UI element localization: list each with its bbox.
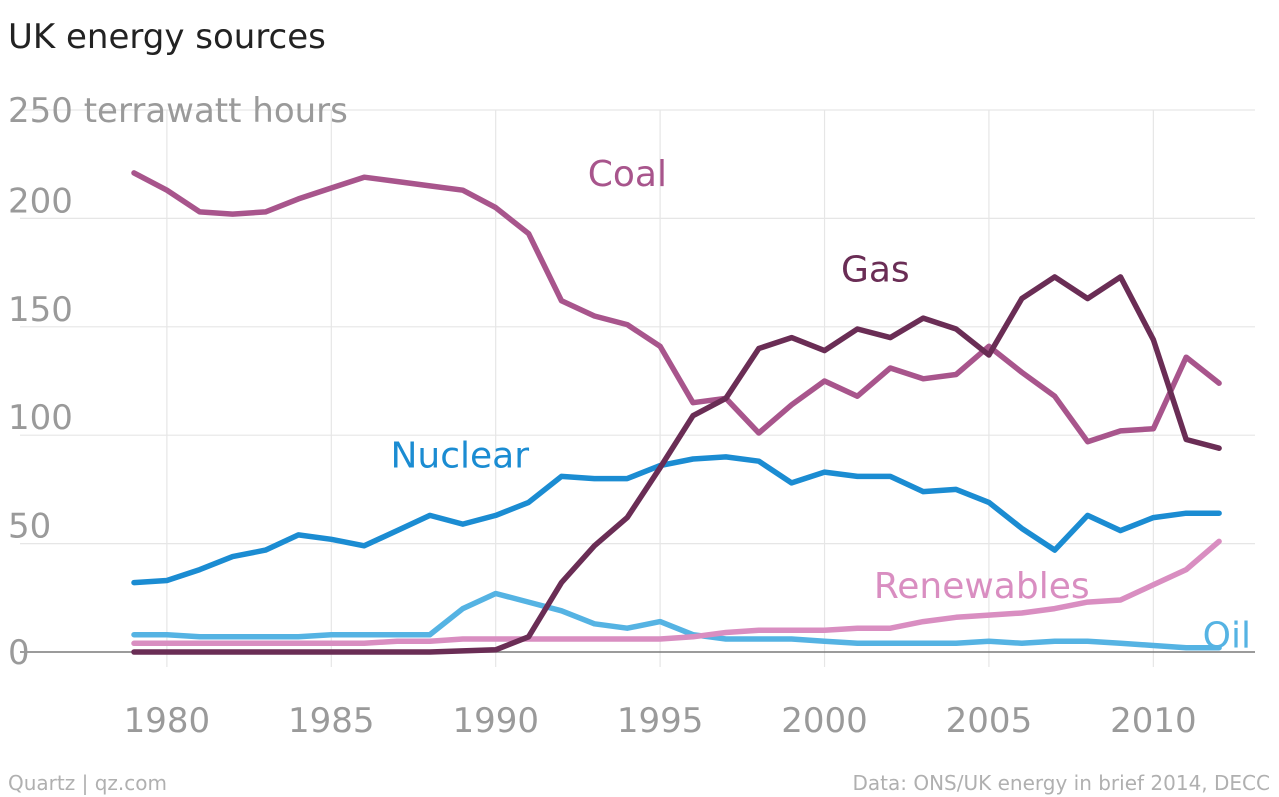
x-tick-label-1990: 1990 [452,701,539,741]
series-line-renewables [131,538,1222,647]
series-label-renewables: Renewables [874,566,1090,607]
y-tick-label-50: 50 [8,507,51,547]
footer-source-right: Data: ONS/UK energy in brief 2014, DECC [853,771,1271,795]
x-tick-label-2010: 2010 [1110,701,1197,741]
x-tick-label-1980: 1980 [124,701,211,741]
series-line-gas [131,274,1222,655]
series-label-coal: Coal [588,154,667,195]
y-axis-unit-label: terrawatt hours [73,91,348,131]
series-line-oil [131,590,1222,651]
y-axis: 0 50 100 150 200 250 terrawatt hours [8,91,348,673]
series-labels: Coal Gas Nuclear Renewables Oil [390,154,1251,657]
chart-title: UK energy sources [8,17,326,57]
series-label-nuclear: Nuclear [390,436,529,477]
x-axis: 1980 1985 1990 1995 2000 2005 2010 [124,701,1197,741]
y-tick-label-top: 250 terrawatt hours [8,91,348,131]
y-tick-label-200: 200 [8,181,73,221]
y-tick-label-150: 150 [8,290,73,330]
grid [20,109,1255,667]
x-tick-label-1995: 1995 [617,701,704,741]
y-tick-label-0: 0 [8,633,30,673]
series-line-nuclear [131,454,1222,586]
footer-source-left: Quartz | qz.com [8,771,167,795]
series-label-oil: Oil [1203,616,1251,657]
x-tick-label-1985: 1985 [288,701,375,741]
x-tick-label-2005: 2005 [946,701,1033,741]
y-tick-label-100: 100 [8,398,73,438]
series-label-gas: Gas [841,249,910,290]
series-line-coal [131,170,1222,445]
x-tick-label-2000: 2000 [781,701,868,741]
series-lines [131,170,1222,655]
